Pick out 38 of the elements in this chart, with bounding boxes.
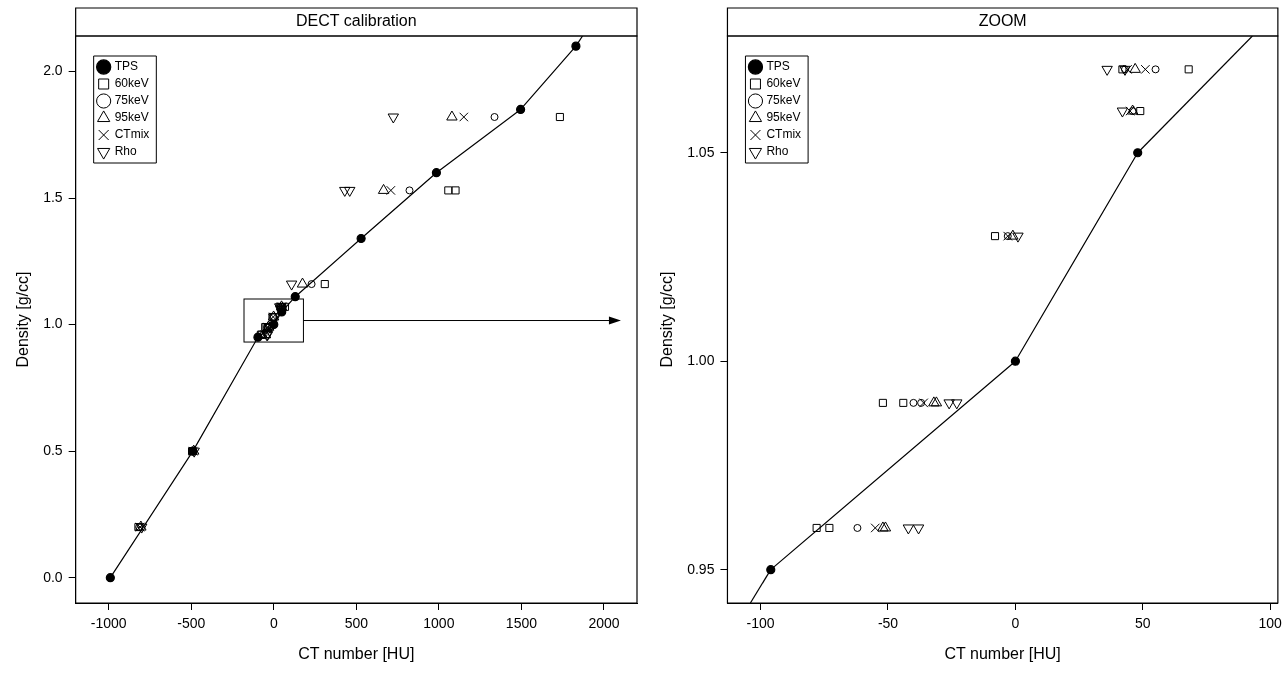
legend-label: 95keV [766, 110, 801, 125]
legend-label: Rho [114, 144, 137, 159]
x-axis-title: CT number [HU] [944, 644, 1061, 662]
x-tick-label: 0 [1011, 615, 1020, 632]
y-axis-title: Density [g/cc] [14, 271, 32, 368]
legend-label: 75keV [766, 93, 801, 108]
y-tick-label: 1.00 [687, 352, 715, 369]
x-tick-label: 100 [1258, 615, 1283, 632]
x-tick-label: 1000 [423, 615, 455, 632]
y-tick-label: 0.95 [687, 560, 715, 577]
legend-label: 60keV [766, 76, 801, 91]
legend-label: CTmix [766, 127, 802, 142]
legend-label: CTmix [114, 127, 150, 142]
y-tick-label: 1.05 [687, 143, 715, 160]
x-tick-label: 2000 [588, 615, 620, 632]
y-tick-label: 0.5 [43, 441, 63, 458]
legend-label: 95keV [114, 110, 149, 125]
x-tick-label: 1500 [505, 615, 538, 632]
legend-label: TPS [766, 59, 790, 74]
x-tick-label: -100 [746, 615, 775, 632]
y-axis-title: Density [g/cc] [658, 271, 676, 368]
legend-label: TPS [114, 59, 139, 74]
x-tick-label: 0 [269, 615, 278, 632]
legend-label: 60keV [114, 76, 149, 91]
x-tick-label: -500 [177, 615, 206, 632]
legend-label: 75keV [114, 93, 149, 108]
y-tick-label: 2.0 [43, 62, 63, 79]
legend-label: Rho [766, 144, 789, 159]
x-tick-label: 50 [1135, 615, 1151, 632]
y-tick-label: 1.5 [43, 188, 63, 205]
y-tick-label: 0.0 [43, 568, 63, 585]
chart-title: ZOOM [978, 12, 1027, 30]
x-tick-label: -50 [877, 615, 899, 632]
y-tick-label: 1.0 [43, 315, 63, 332]
x-tick-label: -1000 [90, 615, 127, 632]
x-axis-title: CT number [HU] [298, 644, 415, 662]
x-tick-label: 500 [344, 615, 369, 632]
chart-title: DECT calibration [296, 12, 417, 30]
